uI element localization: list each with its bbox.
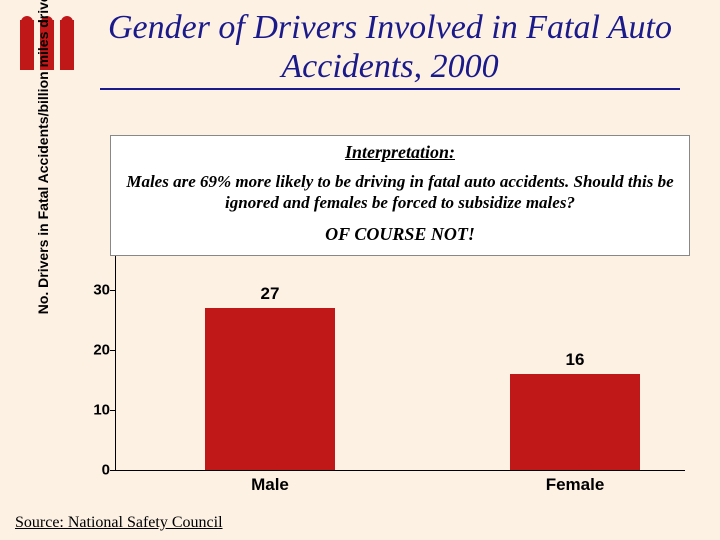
y-tick-label: 0 (80, 462, 110, 479)
bar-value-label: 27 (205, 284, 335, 308)
y-axis-label: No. Drivers in Fatal Accidents/billion m… (35, 0, 51, 320)
title-underline (100, 88, 680, 90)
y-tick-mark (110, 410, 115, 411)
interpretation-heading: Interpretation: (121, 142, 679, 163)
bar (510, 374, 640, 470)
interpretation-box: Interpretation: Males are 69% more likel… (110, 135, 690, 256)
bar-value-label: 16 (510, 350, 640, 374)
y-tick-mark (110, 470, 115, 471)
source-text: Source: National Safety Council (15, 514, 223, 532)
y-tick-mark (110, 350, 115, 351)
interpretation-text: Males are 69% more likely to be driving … (121, 171, 679, 214)
y-tick-label: 30 (80, 282, 110, 299)
header: Gender of Drivers Involved in Fatal Auto… (0, 0, 720, 86)
bar (205, 308, 335, 470)
slide-title: Gender of Drivers Involved in Fatal Auto… (100, 8, 680, 86)
x-axis-line (115, 470, 685, 471)
x-category-label: Male (205, 475, 335, 495)
y-tick-label: 20 (80, 342, 110, 359)
interpretation-emphasis: OF COURSE NOT! (121, 224, 679, 245)
y-tick-label: 10 (80, 402, 110, 419)
x-category-label: Female (510, 475, 640, 495)
y-tick-mark (110, 290, 115, 291)
